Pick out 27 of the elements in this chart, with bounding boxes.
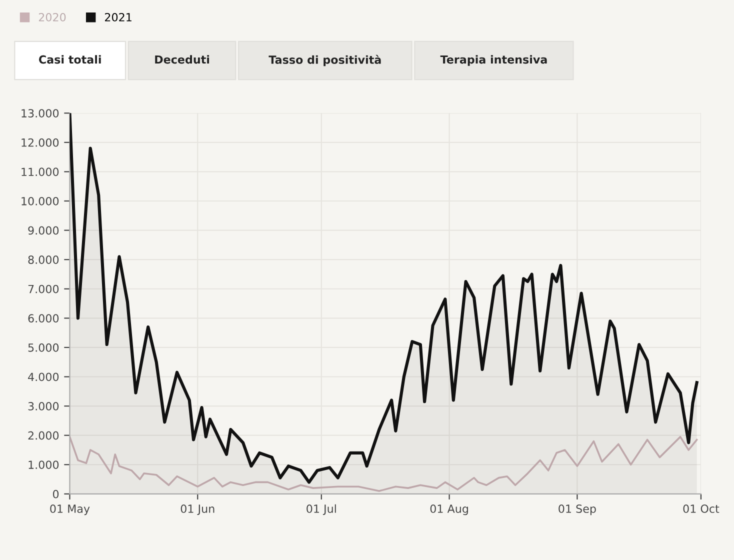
- y-tick-label: 13.000: [22, 109, 59, 118]
- x-tick-label: 01 Sep: [558, 504, 596, 516]
- y-tick-label: 0: [52, 490, 59, 498]
- y-tick-label: 12.000: [22, 138, 59, 147]
- y-tick-label: 3.000: [28, 402, 59, 410]
- text: Tasso di positività: [268, 54, 381, 66]
- x-tick-label: 01 Jul: [306, 504, 336, 516]
- text: Terapia intensiva: [440, 55, 547, 66]
- y-tick-label: 4.000: [28, 372, 59, 382]
- y-tick-label: 11.000: [22, 168, 59, 176]
- y-tick-label: 10.000: [22, 196, 59, 206]
- y-tick-label: 5.000: [28, 343, 59, 352]
- legend-label: 2021: [104, 12, 132, 22]
- y-tick-label: 8.000: [28, 256, 59, 264]
- x-tick-label: 01 Jun: [180, 504, 214, 516]
- x-tick-label: 01 Aug: [430, 504, 468, 516]
- legend-label: 2020: [38, 12, 66, 22]
- x-tick-label: 01 May: [50, 504, 90, 516]
- line-series: [70, 436, 698, 492]
- y-tick-label: 1.000: [28, 460, 59, 470]
- y-tick-label: 6.000: [28, 314, 59, 323]
- y-tick-label: 9.000: [28, 226, 59, 235]
- text: Casi totali: [38, 55, 101, 64]
- y-tick-label: 2.000: [28, 431, 59, 440]
- text: Deceduti: [155, 55, 210, 64]
- y-tick-label: 7.000: [28, 284, 59, 294]
- x-tick-label: 01 Oct: [683, 504, 720, 513]
